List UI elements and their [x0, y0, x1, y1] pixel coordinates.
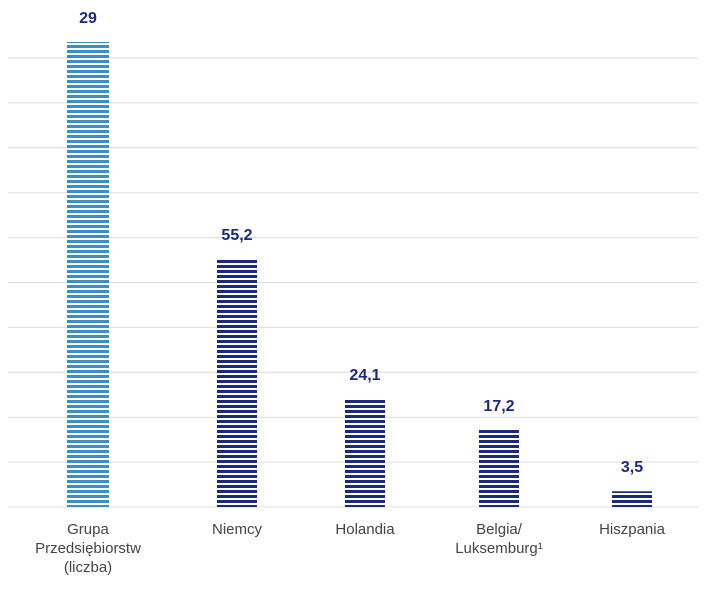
value-label: 29	[79, 9, 97, 27]
x-tick-label: Holandia	[335, 521, 395, 538]
x-tick-label: Hiszpania	[599, 521, 665, 538]
value-label: 17,2	[483, 397, 515, 415]
value-label: 24,1	[349, 366, 381, 384]
bar	[67, 41, 109, 507]
value-label: 3,5	[620, 459, 644, 477]
bar	[217, 259, 257, 507]
bar	[345, 398, 385, 507]
value-label: 55,2	[221, 227, 253, 245]
bar	[612, 491, 652, 507]
x-tick-label: Grupa Przedsiębiorstw (liczba)	[35, 521, 141, 576]
bar	[479, 429, 519, 507]
x-tick-label: Niemcy	[211, 521, 262, 538]
x-tick-label: Belgia/ Luksemburg¹	[455, 521, 543, 557]
